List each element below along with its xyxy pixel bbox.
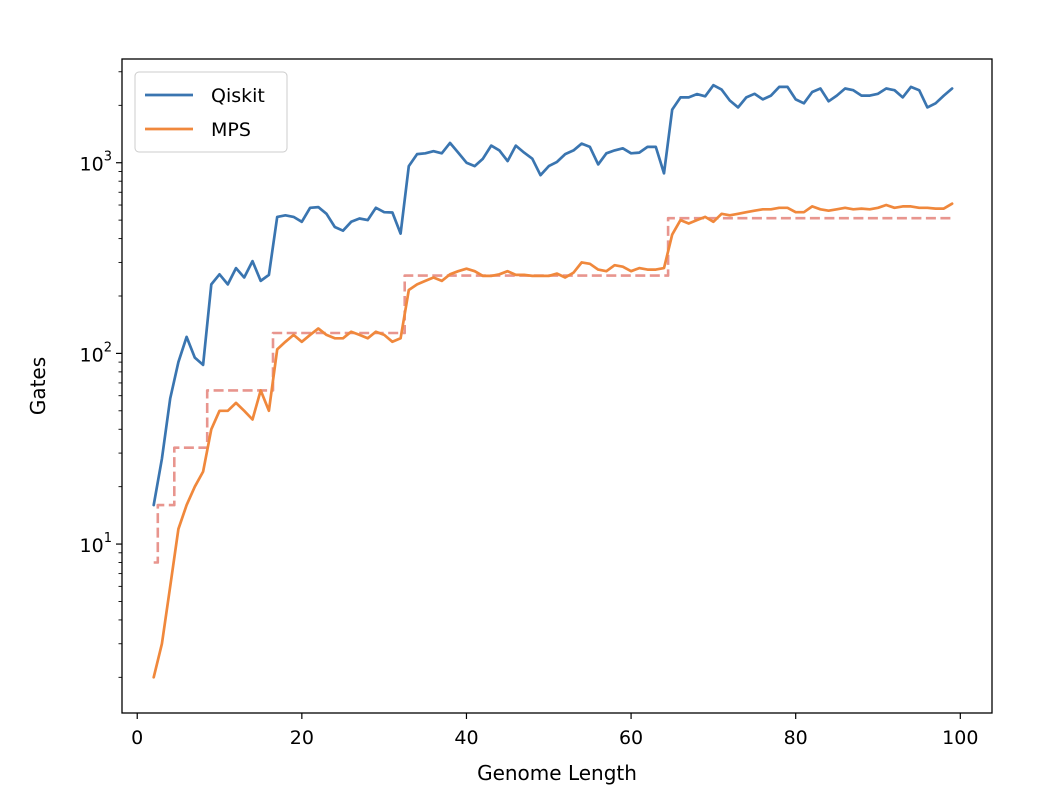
x-tick-label: 40 — [454, 727, 478, 749]
legend-label-qiskit: Qiskit — [211, 85, 265, 107]
legend-box — [134, 71, 288, 153]
series-layer — [152, 83, 954, 679]
series-line-mps — [152, 202, 954, 679]
series-line-qiskit — [152, 83, 954, 507]
legend-label-mps: MPS — [211, 119, 251, 141]
y-axis-title: Gates — [26, 357, 50, 415]
reference-line — [153, 216, 953, 564]
y-tick-label: 103 — [80, 150, 112, 176]
legend: Qiskit MPS — [134, 71, 288, 153]
x-tick-label: 0 — [131, 727, 143, 749]
y-tick-label: 101 — [80, 531, 112, 557]
x-tick-label: 100 — [942, 727, 978, 749]
x-tick-label: 20 — [290, 727, 314, 749]
x-axis-title: Genome Length — [477, 761, 637, 785]
y-axis: 101 102 103 — [80, 71, 122, 678]
x-tick-label: 60 — [619, 727, 643, 749]
y-tick-label: 102 — [80, 340, 112, 366]
plot-frame — [121, 58, 993, 714]
x-tick-label: 80 — [784, 727, 808, 749]
x-axis: 0 20 40 60 80 100 — [131, 713, 978, 749]
